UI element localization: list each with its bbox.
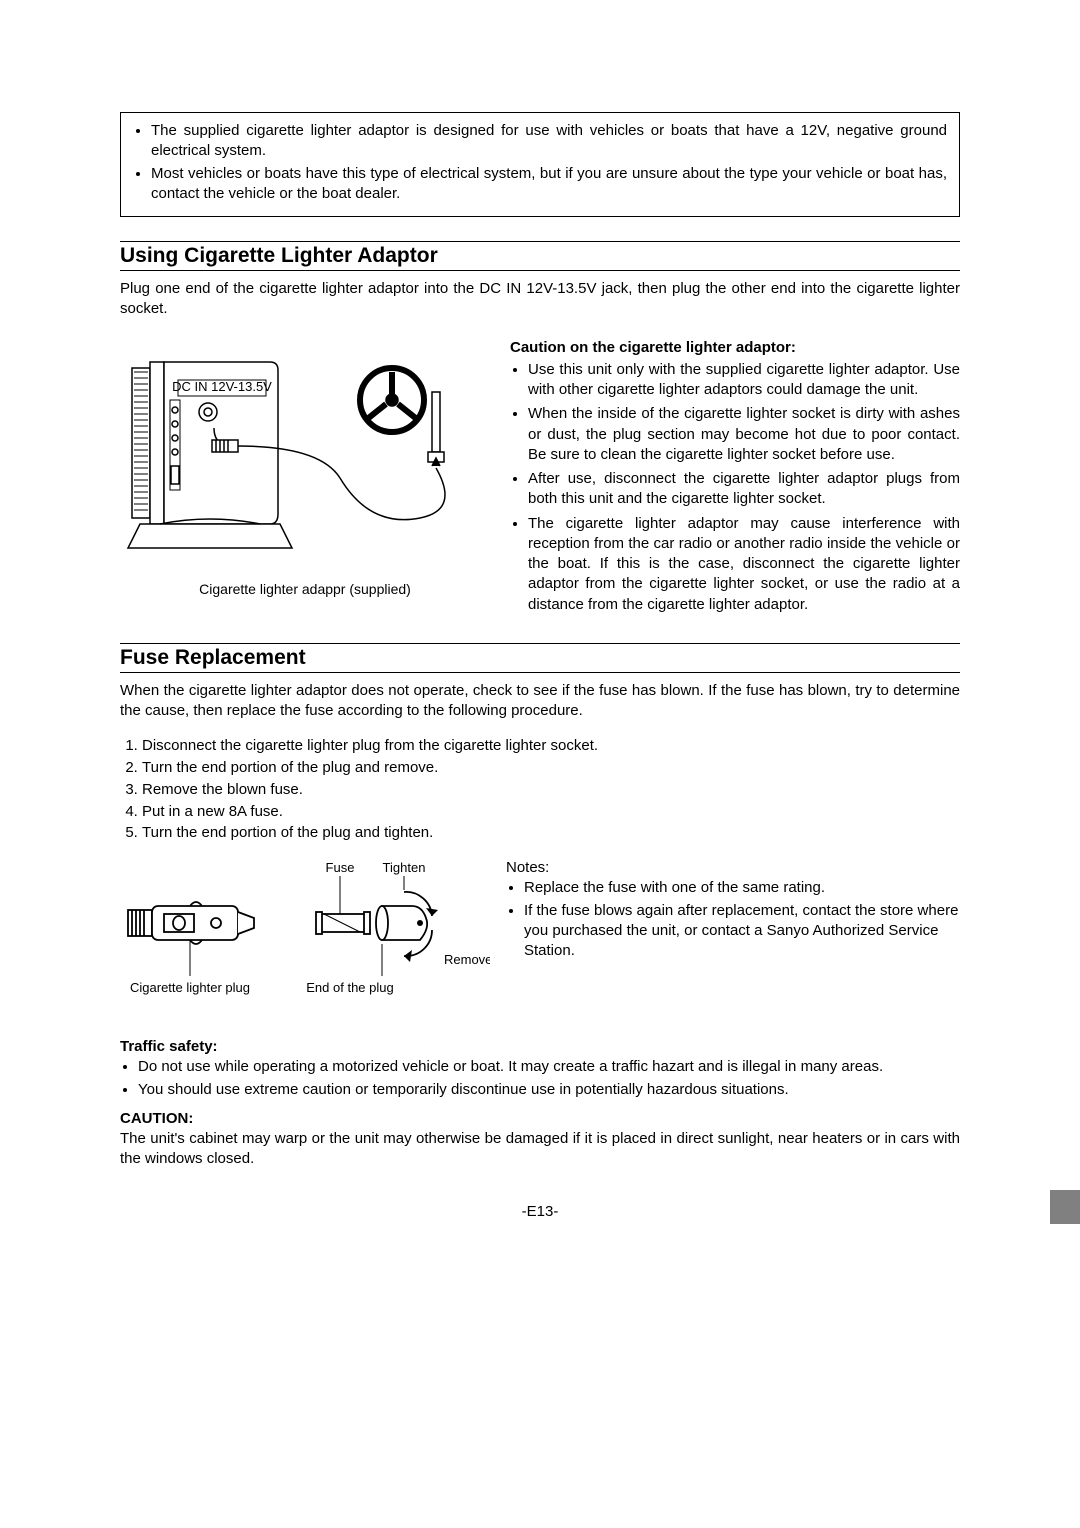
info-item: The supplied cigarette lighter adaptor i…	[151, 121, 947, 162]
caution-item: Use this unit only with the supplied cig…	[528, 360, 960, 401]
top-info-box: The supplied cigarette lighter adaptor i…	[120, 112, 960, 217]
section2-intro: When the cigarette lighter adaptor does …	[120, 681, 960, 722]
fuse-illustration: Fuse Tighten	[120, 858, 490, 1008]
page-edge-tab	[1050, 1190, 1080, 1224]
step: Turn the end portion of the plug and rem…	[142, 757, 960, 779]
step: Disconnect the cigarette lighter plug fr…	[142, 735, 960, 757]
caution-heading: Caution on the cigarette lighter adaptor…	[510, 338, 960, 358]
section1-columns: DC IN 12V-13.5V	[120, 338, 960, 619]
rule	[120, 270, 960, 271]
plug-label: Cigarette lighter plug	[130, 980, 250, 995]
caution-item: After use, disconnect the cigarette ligh…	[528, 469, 960, 510]
rule	[120, 672, 960, 673]
section-title-adaptor: Using Cigarette Lighter Adaptor	[120, 242, 960, 270]
caution-item: The cigarette lighter adaptor may cause …	[528, 514, 960, 615]
notes-heading: Notes:	[506, 858, 960, 878]
section2-row: Fuse Tighten	[120, 858, 960, 1014]
traffic-item: You should use extreme caution or tempor…	[138, 1080, 960, 1100]
section-title-fuse: Fuse Replacement	[120, 644, 960, 672]
adaptor-illustration: DC IN 12V-13.5V	[120, 338, 490, 568]
remove-label: Remove	[444, 952, 490, 967]
section2-notes: Notes: Replace the fuse with one of the …	[490, 858, 960, 1014]
traffic-list: Do not use while operating a motorized v…	[120, 1057, 960, 1100]
section1-caution-block: Caution on the cigarette lighter adaptor…	[490, 338, 960, 619]
info-item: Most vehicles or boats have this type of…	[151, 164, 947, 205]
figure1-caption: Cigarette lighter adappr (supplied)	[120, 581, 490, 597]
end-label: End of the plug	[306, 980, 393, 995]
caution-text: The unit's cabinet may warp or the unit …	[120, 1129, 960, 1170]
note-item: Replace the fuse with one of the same ra…	[524, 878, 960, 898]
page-content: The supplied cigarette lighter adaptor i…	[120, 112, 960, 1220]
step: Put in a new 8A fuse.	[142, 801, 960, 823]
step: Turn the end portion of the plug and tig…	[142, 822, 960, 844]
caution-item: When the inside of the cigarette lighter…	[528, 404, 960, 465]
fuse-label: Fuse	[326, 860, 355, 875]
traffic-item: Do not use while operating a motorized v…	[138, 1057, 960, 1077]
section2-figure: Fuse Tighten	[120, 858, 490, 1014]
step: Remove the blown fuse.	[142, 779, 960, 801]
traffic-heading: Traffic safety:	[120, 1038, 960, 1055]
caution-heading-block: CAUTION:	[120, 1110, 960, 1127]
section1-intro: Plug one end of the cigarette lighter ad…	[120, 279, 960, 320]
section1-figure: DC IN 12V-13.5V	[120, 338, 490, 619]
tighten-label: Tighten	[383, 860, 426, 875]
jack-label: DC IN 12V-13.5V	[172, 379, 272, 394]
fuse-steps: Disconnect the cigarette lighter plug fr…	[120, 735, 960, 844]
note-item: If the fuse blows again after replacemen…	[524, 901, 960, 962]
page-number: -E13-	[120, 1203, 960, 1220]
